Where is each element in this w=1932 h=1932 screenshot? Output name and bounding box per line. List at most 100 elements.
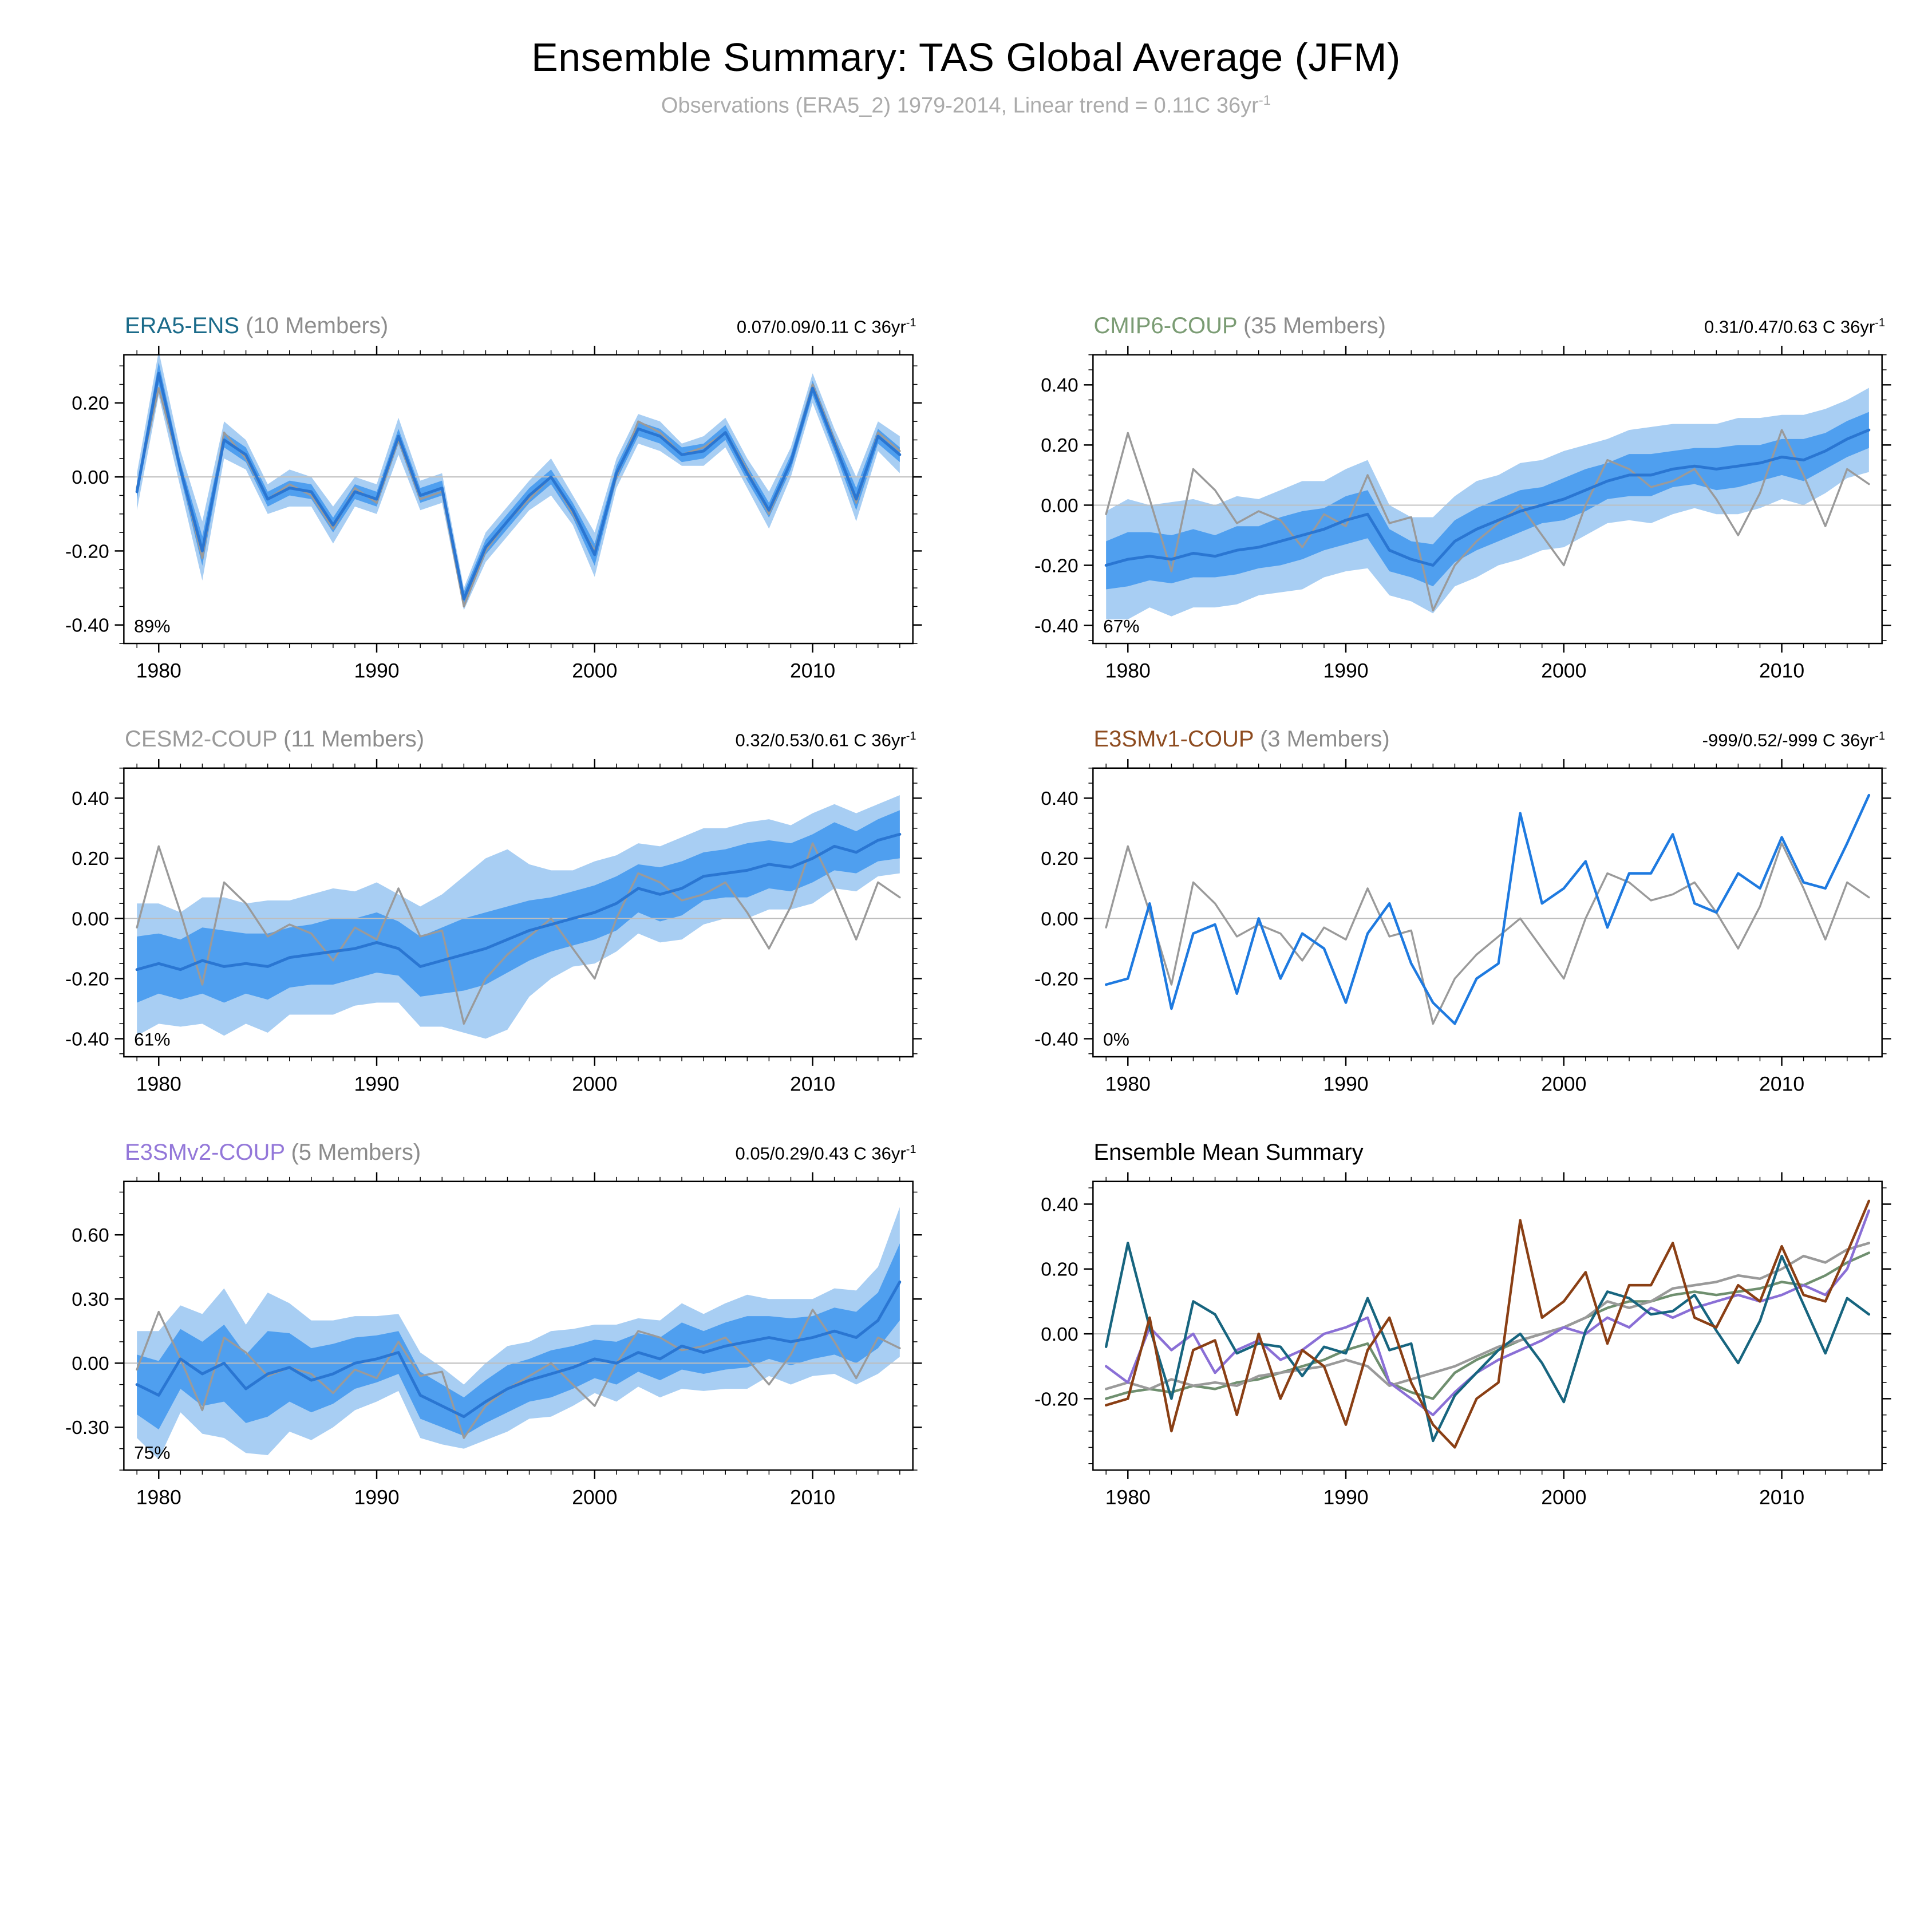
panel-title: CESM2-COUP (11 Members): [125, 726, 424, 752]
svg-text:2000: 2000: [1541, 659, 1586, 682]
panel-e3smv2-coup: E3SMv2-COUP (5 Members) 0.05/0.29/0.43 C…: [40, 1140, 923, 1522]
trend-label: -999/0.52/-999 C 36yr-1: [1702, 730, 1885, 750]
svg-text:0.00: 0.00: [72, 467, 109, 488]
trend-label: 0.05/0.29/0.43 C 36yr-1: [736, 1143, 916, 1164]
svg-text:89%: 89%: [134, 615, 170, 636]
svg-text:-0.40: -0.40: [1034, 1029, 1078, 1050]
trend-exponent: -1: [1875, 317, 1885, 330]
model-name: E3SMv2-COUP: [125, 1139, 285, 1165]
svg-text:2000: 2000: [572, 1485, 617, 1508]
panel-title: ERA5-ENS (10 Members): [125, 313, 388, 339]
cesm2-coup-chart: 1980 1990 2000 2010 -0.40 -0.20 0.00 0.20 0.40 61…: [65, 758, 922, 1095]
trend-exponent: -1: [906, 317, 916, 330]
svg-text:1980: 1980: [1105, 1485, 1150, 1508]
svg-text:-0.20: -0.20: [1034, 555, 1078, 576]
trend-text: 0.31/0.47/0.63 C 36yr: [1704, 317, 1875, 337]
svg-text:2000: 2000: [1541, 1485, 1586, 1508]
panel-cesm2-coup-head: CESM2-COUP (11 Members) 0.32/0.53/0.61 C…: [40, 726, 923, 758]
svg-text:1990: 1990: [354, 659, 399, 682]
panel-cmip6-coup: CMIP6-COUP (35 Members) 0.31/0.47/0.63 C…: [1009, 313, 1893, 696]
svg-text:0.00: 0.00: [1041, 495, 1078, 516]
panel-e3smv2-coup-head: E3SMv2-COUP (5 Members) 0.05/0.29/0.43 C…: [40, 1140, 923, 1171]
panel-ensemble-mean-summary: Ensemble Mean Summary 1980 1990 2000 2010 -0…: [1009, 1140, 1893, 1522]
e3smv2-coup-chart: 1980 1990 2000 2010 -0.30 0.00 0.30 0.60 75%: [65, 1172, 922, 1508]
svg-text:0.20: 0.20: [1041, 1259, 1078, 1280]
svg-text:1980: 1980: [136, 659, 181, 682]
svg-text:-0.20: -0.20: [65, 541, 109, 562]
svg-text:2000: 2000: [572, 1072, 617, 1095]
svg-text:-0.40: -0.40: [65, 1029, 109, 1050]
svg-text:-0.20: -0.20: [65, 969, 109, 990]
trend-exponent: -1: [1875, 730, 1885, 743]
figure-header: Ensemble Summary: TAS Global Average (JF…: [0, 0, 1932, 118]
svg-text:0%: 0%: [1103, 1029, 1129, 1049]
svg-text:0.40: 0.40: [1041, 375, 1078, 396]
svg-text:0.30: 0.30: [72, 1289, 109, 1310]
panels-grid: ERA5-ENS (10 Members) 0.07/0.09/0.11 C 3…: [0, 313, 1932, 1522]
svg-text:2010: 2010: [1759, 1072, 1804, 1095]
svg-text:2010: 2010: [790, 1072, 835, 1095]
panel-e3smv1-coup-head: E3SMv1-COUP (3 Members) -999/0.52/-999 C…: [1009, 726, 1893, 758]
figure-subtitle: Observations (ERA5_2) 1979-2014, Linear …: [0, 93, 1932, 118]
svg-text:67%: 67%: [1103, 615, 1139, 636]
trend-exponent: -1: [906, 730, 916, 743]
svg-text:-0.20: -0.20: [1034, 1389, 1078, 1410]
trend-exponent: -1: [906, 1143, 916, 1156]
era5-ens-chart: 1980 1990 2000 2010 -0.40 -0.20 0.00 0.20 89%: [65, 345, 922, 682]
panel-cmip6-coup-head: CMIP6-COUP (35 Members) 0.31/0.47/0.63 C…: [1009, 313, 1893, 345]
svg-text:1980: 1980: [136, 1485, 181, 1508]
member-count: (35 Members): [1243, 313, 1386, 338]
svg-text:0.00: 0.00: [1041, 908, 1078, 930]
panel-title: E3SMv2-COUP (5 Members): [125, 1140, 421, 1165]
model-name: E3SMv1-COUP: [1093, 726, 1254, 752]
panel-cesm2-coup: CESM2-COUP (11 Members) 0.32/0.53/0.61 C…: [40, 726, 923, 1109]
panel-title: E3SMv1-COUP (3 Members): [1094, 726, 1390, 752]
svg-text:0.20: 0.20: [1041, 435, 1078, 456]
model-name: CESM2-COUP: [125, 726, 277, 752]
svg-text:2000: 2000: [572, 659, 617, 682]
trend-label: 0.07/0.09/0.11 C 36yr-1: [737, 317, 916, 337]
svg-text:1990: 1990: [1323, 659, 1368, 682]
figure-title: Ensemble Summary: TAS Global Average (JF…: [531, 35, 1401, 80]
svg-text:2010: 2010: [1759, 1485, 1804, 1508]
svg-text:-0.30: -0.30: [65, 1417, 109, 1439]
svg-text:2000: 2000: [1541, 1072, 1586, 1095]
svg-text:1980: 1980: [1105, 1072, 1150, 1095]
trend-text: -999/0.52/-999 C 36yr: [1702, 730, 1875, 750]
member-count: (11 Members): [283, 726, 425, 752]
panel-ensemble-mean-summary-head: Ensemble Mean Summary: [1009, 1140, 1893, 1171]
member-count: (3 Members): [1259, 726, 1390, 752]
svg-text:0.20: 0.20: [72, 848, 109, 870]
svg-text:61%: 61%: [134, 1029, 170, 1049]
model-name: ERA5-ENS: [125, 313, 240, 338]
svg-text:1990: 1990: [354, 1072, 399, 1095]
svg-text:0.20: 0.20: [1041, 848, 1078, 870]
trend-label: 0.31/0.47/0.63 C 36yr-1: [1704, 317, 1885, 337]
trend-label: 0.32/0.53/0.61 C 36yr-1: [736, 730, 916, 750]
svg-text:0.40: 0.40: [1041, 1194, 1078, 1215]
svg-text:0.40: 0.40: [1041, 788, 1078, 809]
svg-text:-0.40: -0.40: [65, 615, 109, 636]
trend-text: 0.32/0.53/0.61 C 36yr: [735, 730, 906, 750]
e3smv1-coup-chart: 1980 1990 2000 2010 -0.40 -0.20 0.00 0.20 0.40 0%: [1034, 758, 1891, 1095]
svg-text:0.00: 0.00: [72, 908, 109, 930]
svg-text:0.00: 0.00: [72, 1353, 109, 1374]
panel-era5-ens-head: ERA5-ENS (10 Members) 0.07/0.09/0.11 C 3…: [40, 313, 923, 345]
svg-text:75%: 75%: [134, 1442, 170, 1463]
svg-text:1980: 1980: [1105, 659, 1150, 682]
svg-text:1990: 1990: [1323, 1485, 1368, 1508]
member-count: (10 Members): [246, 313, 389, 338]
svg-text:0.40: 0.40: [72, 788, 109, 809]
svg-text:0.20: 0.20: [72, 393, 109, 414]
svg-text:1980: 1980: [136, 1072, 181, 1095]
summary-title: Ensemble Mean Summary: [1093, 1139, 1364, 1165]
svg-text:1990: 1990: [354, 1485, 399, 1508]
panel-e3smv1-coup: E3SMv1-COUP (3 Members) -999/0.52/-999 C…: [1009, 726, 1893, 1109]
model-name: CMIP6-COUP: [1093, 313, 1237, 338]
svg-text:0.60: 0.60: [72, 1225, 109, 1246]
svg-text:-0.40: -0.40: [1034, 615, 1078, 637]
svg-text:2010: 2010: [790, 1485, 835, 1508]
svg-text:2010: 2010: [790, 659, 835, 682]
figure-subtitle-exponent: -1: [1258, 93, 1271, 108]
svg-text:2010: 2010: [1759, 659, 1804, 682]
